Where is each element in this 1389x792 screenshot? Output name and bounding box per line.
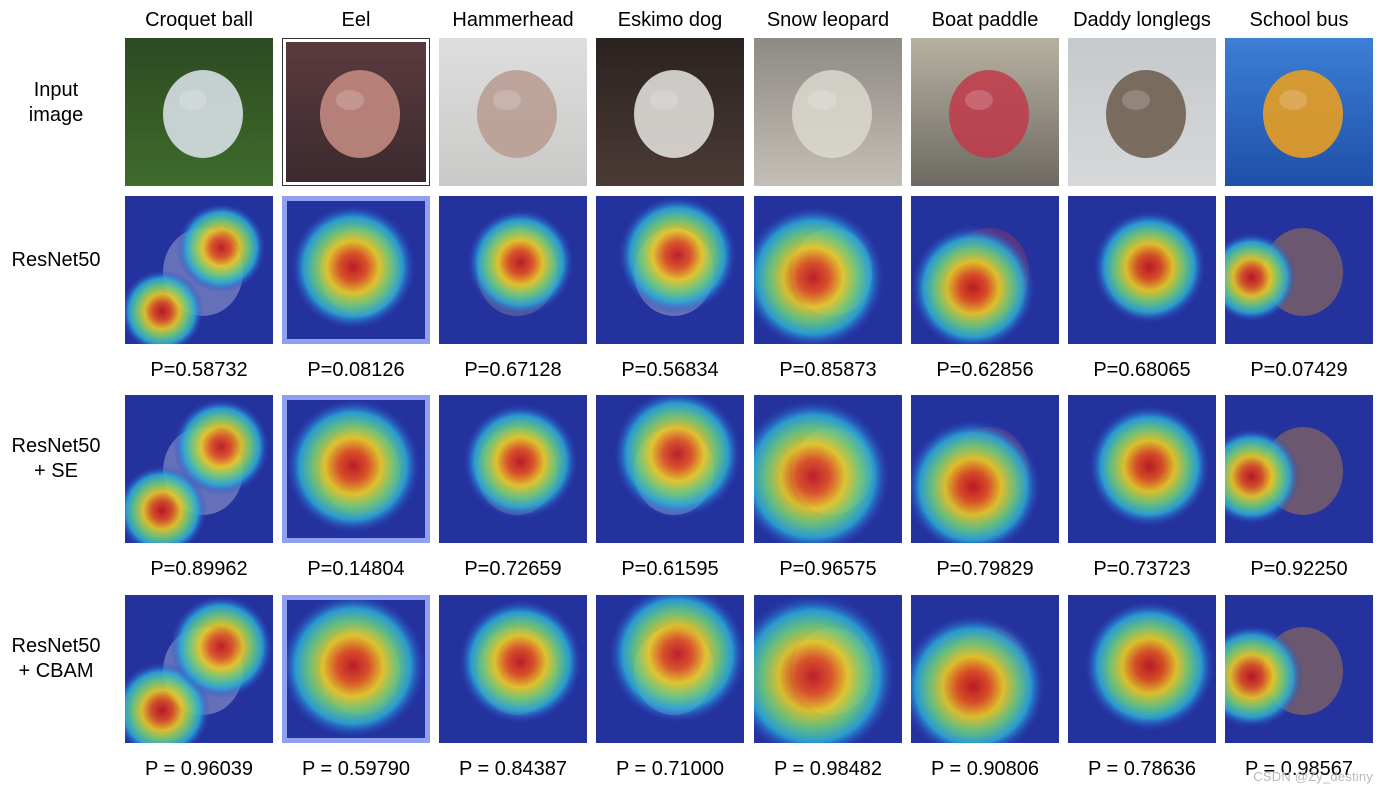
- probability-label: P=0.07429: [1250, 359, 1348, 381]
- input-image-school-bus: [1225, 38, 1373, 186]
- row-label: Input image: [0, 78, 112, 128]
- probability-label: P=0.08126: [307, 359, 405, 381]
- heatmap-image-boat-paddle: [911, 395, 1059, 543]
- column-title-hammerhead: Hammerhead: [452, 9, 574, 31]
- input-image-boat-paddle: [911, 38, 1059, 186]
- column-title-eskimo-dog: Eskimo dog: [617, 9, 723, 31]
- column-title-boat-paddle: Boat paddle: [931, 9, 1039, 31]
- probability-label: P=0.92250: [1250, 558, 1348, 580]
- row-label-line: ResNet50: [11, 635, 101, 657]
- heatmap-image-croquet-ball: [125, 595, 273, 743]
- heatmap-image-daddy-longlegs: [1068, 196, 1216, 344]
- heatmap-image-snow-leopard: [754, 395, 902, 543]
- heatmap-image-school-bus: [1225, 595, 1373, 743]
- input-image-daddy-longlegs: [1068, 38, 1216, 186]
- row-label-line: ResNet50: [11, 435, 101, 457]
- heatmap-image-eskimo-dog: [596, 395, 744, 543]
- probability-label: P = 0.90806: [930, 758, 1040, 780]
- probability-label: P = 0.98482: [773, 758, 883, 780]
- heatmap-image-school-bus: [1225, 395, 1373, 543]
- row-label: ResNet50: [0, 248, 112, 273]
- row-label: ResNet50 + SE: [0, 434, 112, 484]
- heatmap-image-eskimo-dog: [596, 595, 744, 743]
- probability-label: P = 0.96039: [144, 758, 254, 780]
- heatmap-image-croquet-ball: [125, 196, 273, 344]
- probability-label: P = 0.71000: [615, 758, 725, 780]
- probability-label: P=0.14804: [307, 558, 405, 580]
- probability-label: P=0.62856: [936, 359, 1034, 381]
- watermark: CSDN @Zy_destiny: [1253, 769, 1373, 784]
- input-image-eskimo-dog: [596, 38, 744, 186]
- probability-label: P=0.72659: [464, 558, 562, 580]
- row-label: ResNet50 + CBAM: [0, 634, 112, 684]
- heatmap-image-boat-paddle: [911, 595, 1059, 743]
- heatmap-image-hammerhead: [439, 595, 587, 743]
- input-image-croquet-ball: [125, 38, 273, 186]
- heatmap-image-hammerhead: [439, 196, 587, 344]
- probability-label: P=0.58732: [150, 359, 248, 381]
- row-label-line: + SE: [34, 460, 78, 482]
- heatmap-image-eel: [282, 196, 430, 344]
- heatmap-image-snow-leopard: [754, 595, 902, 743]
- probability-label: P=0.73723: [1093, 558, 1191, 580]
- column-title-daddy-longlegs: Daddy longlegs: [1073, 9, 1211, 31]
- heatmap-image-daddy-longlegs: [1068, 595, 1216, 743]
- probability-label: P=0.89962: [150, 558, 248, 580]
- probability-label: P = 0.84387: [458, 758, 568, 780]
- probability-label: P=0.85873: [779, 359, 877, 381]
- heatmap-image-eel: [282, 595, 430, 743]
- row-label-line: ResNet50: [11, 249, 101, 271]
- row-label-line: image: [28, 104, 84, 126]
- input-image-snow-leopard: [754, 38, 902, 186]
- column-title-school-bus: School bus: [1249, 9, 1349, 31]
- probability-label: P = 0.78636: [1087, 758, 1197, 780]
- probability-label: P=0.61595: [621, 558, 719, 580]
- heatmap-image-daddy-longlegs: [1068, 395, 1216, 543]
- heatmap-image-snow-leopard: [754, 196, 902, 344]
- input-image-hammerhead: [439, 38, 587, 186]
- heatmap-image-boat-paddle: [911, 196, 1059, 344]
- probability-label: P = 0.59790: [301, 758, 411, 780]
- heatmap-image-croquet-ball: [125, 395, 273, 543]
- column-title-snow-leopard: Snow leopard: [766, 9, 890, 31]
- probability-label: P=0.68065: [1093, 359, 1191, 381]
- column-title-croquet-ball: Croquet ball: [145, 9, 253, 31]
- heatmap-image-hammerhead: [439, 395, 587, 543]
- row-label-line: Input: [33, 79, 79, 101]
- probability-label: P=0.96575: [779, 558, 877, 580]
- column-title-eel: Eel: [341, 9, 371, 31]
- input-image-eel: [282, 38, 430, 186]
- heatmap-image-eel: [282, 395, 430, 543]
- probability-label: P=0.67128: [464, 359, 562, 381]
- probability-label: P=0.56834: [621, 359, 719, 381]
- heatmap-image-eskimo-dog: [596, 196, 744, 344]
- probability-label: P = 0.98567: [1244, 758, 1354, 780]
- row-label-line: + CBAM: [18, 660, 94, 682]
- probability-label: P=0.79829: [936, 558, 1034, 580]
- heatmap-image-school-bus: [1225, 196, 1373, 344]
